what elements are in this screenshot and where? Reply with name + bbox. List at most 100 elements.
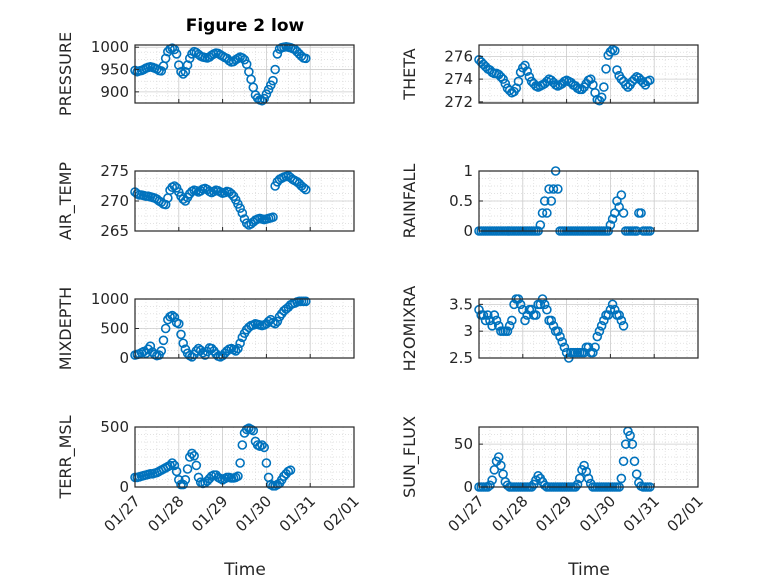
data-point: [158, 335, 169, 346]
data-point: [261, 89, 272, 99]
data-point: [169, 181, 180, 191]
subplot-theta: 272 274 276 THETA: [400, 44, 699, 111]
data-point: [489, 465, 500, 475]
data-point: [237, 440, 248, 450]
figure-title: Figure 2 low: [186, 16, 305, 36]
y-tick-label: 276: [444, 47, 473, 65]
data-point: [542, 76, 552, 87]
y-tick-label: 1000: [91, 290, 129, 308]
data-point: [237, 208, 248, 218]
data-point: [263, 84, 274, 95]
y-tick-label: 275: [100, 162, 129, 180]
data-point: [178, 338, 188, 349]
data-point: [636, 208, 646, 218]
x-axis-label-left: Time: [223, 560, 266, 580]
data-point: [180, 474, 191, 485]
y-axis-label: TERR_MSL: [56, 415, 76, 499]
data-point: [522, 66, 532, 76]
data-point: [596, 321, 607, 331]
data-point: [579, 460, 589, 471]
data-point: [237, 53, 248, 63]
data-point: [618, 321, 629, 331]
y-tick-label: 272: [444, 93, 473, 111]
data-point: [496, 72, 506, 82]
data-point: [645, 75, 655, 86]
y-tick-label: 3.5: [449, 295, 473, 313]
data-point: [502, 326, 513, 336]
axes-box: [478, 298, 699, 359]
y-axis-label: THETA: [400, 48, 419, 100]
data-point: [614, 310, 624, 320]
data-point: [268, 75, 278, 86]
y-tick-label: 270: [100, 192, 129, 210]
data-point: [226, 189, 237, 199]
x-axis-label-right: Time: [567, 560, 610, 580]
data-point: [616, 190, 627, 200]
data-point: [592, 331, 603, 342]
data-point: [520, 315, 530, 326]
data-point: [272, 49, 283, 59]
data-point: [493, 452, 504, 462]
data-point: [535, 220, 546, 230]
y-axis-label: AIR_TEMP: [56, 162, 76, 240]
data-point: [629, 74, 640, 84]
data-point: [553, 184, 563, 194]
data-point: [553, 326, 563, 336]
data-point: [535, 299, 546, 310]
data-point: [268, 212, 278, 222]
data-point: [596, 92, 607, 103]
data-point: [191, 346, 202, 356]
subplot-h2omixra: 2.5 3 3.5 H2OMIXRA: [400, 286, 699, 371]
data-point: [261, 458, 272, 468]
data-point: [504, 321, 515, 331]
data-point: [233, 343, 243, 354]
data-point: [160, 323, 171, 334]
y-tick-label: 1: [463, 162, 473, 180]
data-point: [612, 196, 622, 206]
data-point: [515, 67, 526, 78]
data-point: [515, 299, 526, 310]
data-point: [616, 315, 627, 326]
data-point: [533, 471, 543, 481]
y-tick-label: 500: [100, 320, 129, 338]
y-tick-label: 265: [100, 222, 129, 240]
data-point: [507, 315, 517, 326]
data-point: [627, 439, 638, 449]
axes-box: [478, 426, 699, 488]
subplot-rainfall: 0 0.5 1 RAINFALL: [400, 162, 699, 240]
data-point: [609, 45, 620, 56]
data-point: [285, 465, 296, 476]
data-point: [487, 475, 497, 485]
data-point: [171, 49, 182, 59]
data-point: [167, 458, 178, 468]
data-point: [169, 312, 180, 323]
data-point: [618, 456, 629, 467]
y-tick-label: 1000: [91, 38, 129, 56]
y-axis-label: PRESSURE: [56, 32, 75, 116]
data-point: [189, 450, 199, 461]
data-point: [165, 460, 175, 471]
data-point: [572, 479, 583, 490]
y-tick-label: 3: [463, 322, 473, 340]
data-point: [614, 202, 624, 212]
data-point: [480, 315, 491, 326]
data-point: [585, 74, 596, 84]
data-point: [616, 473, 627, 484]
data-point: [178, 69, 188, 79]
axes-box: [478, 44, 699, 104]
y-tick-label: 274: [444, 70, 473, 88]
data-point: [546, 315, 557, 326]
data-point: [583, 473, 594, 484]
data-point: [265, 80, 276, 90]
y-tick-label: 0: [463, 478, 473, 496]
data-point: [605, 47, 616, 57]
data-point: [298, 183, 309, 193]
y-tick-label: 2.5: [449, 349, 473, 367]
data-point: [620, 439, 631, 449]
data-point: [489, 310, 500, 320]
data-point: [187, 448, 197, 459]
subplot-mixdepth: 0 500 1000 MIXDEPTH: [56, 287, 355, 370]
data-point: [498, 74, 508, 84]
data-point: [485, 480, 495, 491]
